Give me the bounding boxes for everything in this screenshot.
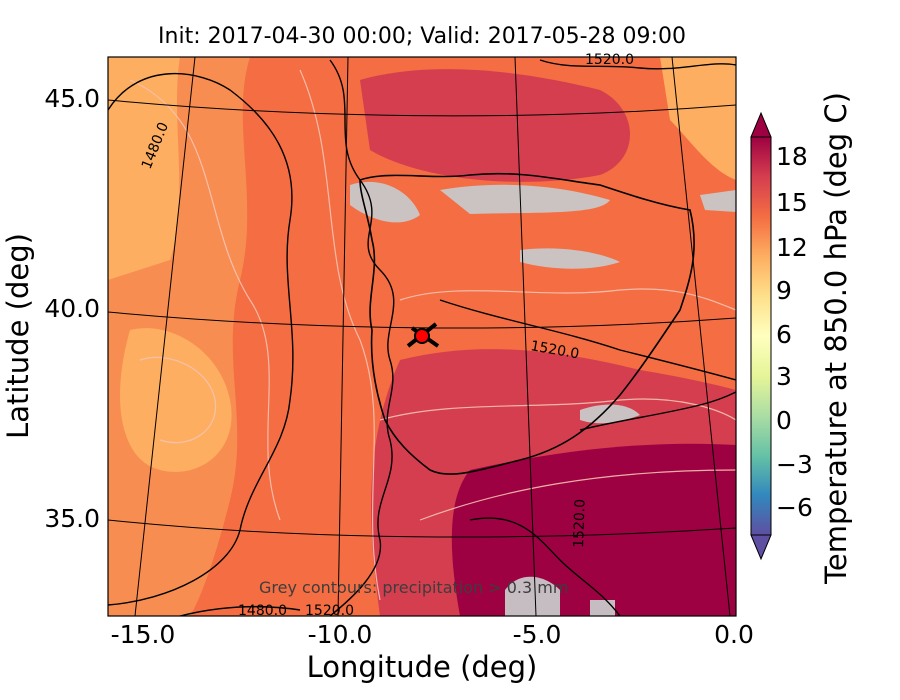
x-tick-0: 0.0 <box>714 620 754 649</box>
site-marker <box>406 322 440 348</box>
colorbar-gradient <box>750 136 772 536</box>
temp-zone-northwest <box>108 57 180 280</box>
colorbar-tick-0: 0 <box>776 406 792 435</box>
colorbar-tick-6: 6 <box>776 320 792 349</box>
x-tick-minus5: -5.0 <box>512 620 562 649</box>
contour-label-1520-south: 1520.0 <box>571 499 589 549</box>
colorbar-tick-12: 12 <box>776 233 808 262</box>
map-frame <box>107 56 737 617</box>
temp-zone-northeast <box>660 57 736 180</box>
colorbar <box>750 111 772 561</box>
x-tick-minus10: -10.0 <box>307 620 373 649</box>
colorbar-min-arrow <box>750 534 772 561</box>
contour-label-1480-bottom: 1480.0 <box>238 603 287 619</box>
temp-zone-bay <box>360 69 630 182</box>
map-title: Init: 2017-04-30 00:00; Valid: 2017-05-2… <box>158 24 686 49</box>
temp-zone-hot-core <box>451 443 736 616</box>
colorbar-label: Temperature at 850.0 hPa (deg C) <box>819 92 853 584</box>
colorbar-tick-18: 18 <box>776 142 808 171</box>
contour-label-1520-bottom: 1520.0 <box>305 603 354 619</box>
precipitation-note: Grey contours: precipitation > 0.3 mm <box>259 578 569 597</box>
colorbar-tick-3: 3 <box>776 362 792 391</box>
colorbar-tick-15: 15 <box>776 188 808 217</box>
contour-label-1520-top: 1520.0 <box>585 52 634 68</box>
y-tick-45: 45.0 <box>44 84 100 113</box>
y-tick-40: 40.0 <box>44 294 100 323</box>
x-tick-minus15: -15.0 <box>110 620 176 649</box>
temp-zone-warm-pool <box>120 328 232 472</box>
colorbar-max-arrow <box>750 111 772 138</box>
colorbar-tick-minus6: −6 <box>776 493 813 522</box>
colorbar-tick-9: 9 <box>776 276 792 305</box>
y-tick-35: 35.0 <box>44 504 100 533</box>
x-axis-label: Longitude (deg) <box>306 650 538 684</box>
colorbar-tick-minus3: −3 <box>776 450 813 479</box>
y-axis-label: Latitude (deg) <box>1 233 35 439</box>
